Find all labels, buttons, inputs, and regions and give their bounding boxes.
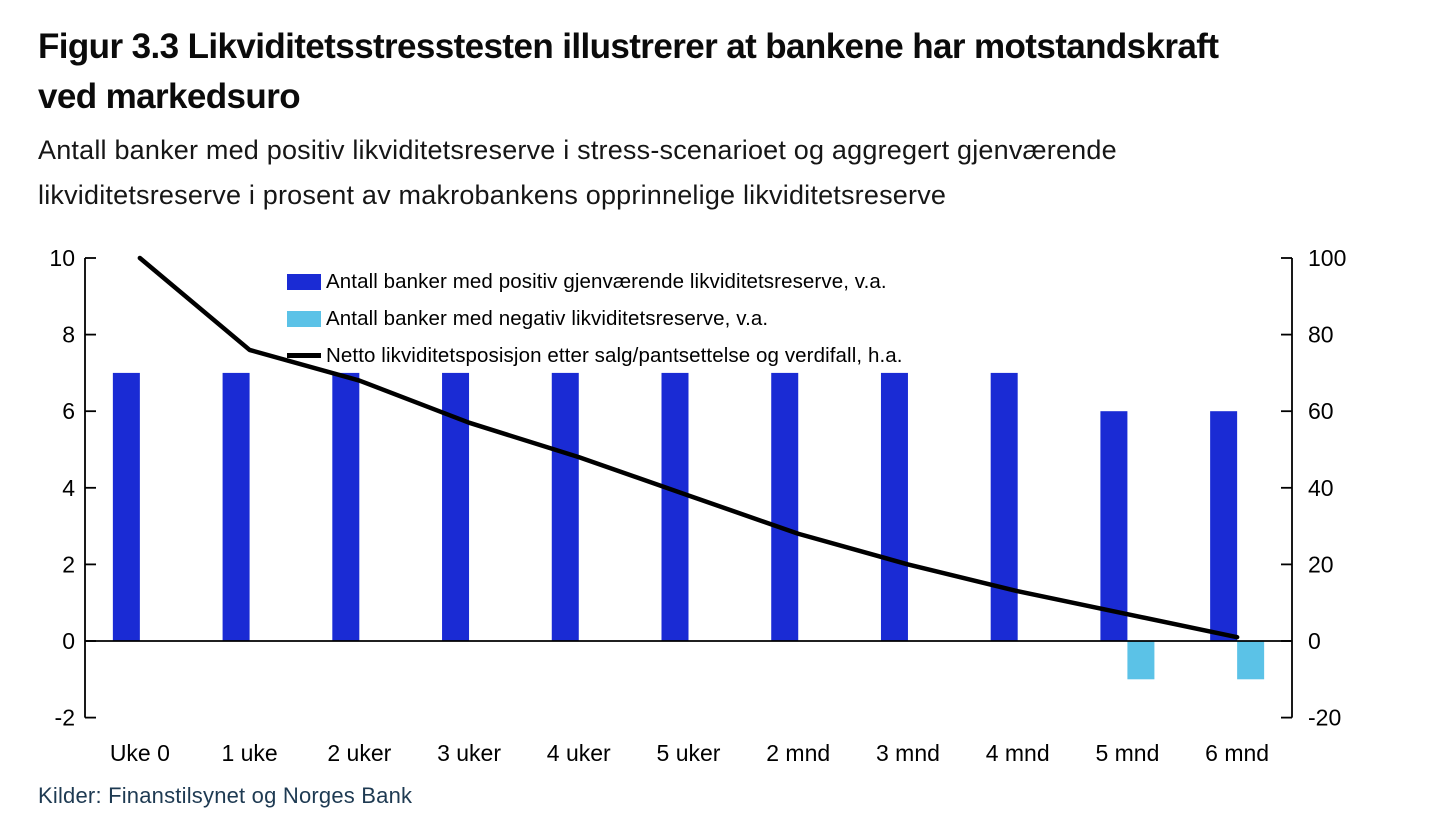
source-caption: Kilder: Finanstilsynet og Norges Bank	[38, 783, 413, 808]
legend-label-negative: Antall banker med negativ likviditetsres…	[326, 306, 769, 330]
left-axis-tick-label: 10	[49, 245, 75, 271]
right-axis-tick-label: 40	[1308, 475, 1334, 501]
right-axis-tick-label: -20	[1308, 705, 1341, 731]
positive-bar	[222, 372, 250, 641]
left-axis-tick-label: 6	[62, 398, 75, 424]
negative-bar	[1127, 641, 1155, 680]
right-axis-tick-label: 80	[1308, 322, 1334, 348]
left-axis-tick-label: 2	[62, 551, 75, 577]
x-axis-label: Uke 0	[110, 740, 170, 766]
figure-subtitle-line1: Antall banker med positiv likviditetsres…	[38, 135, 1117, 165]
right-axis-tick-label: 0	[1308, 628, 1321, 654]
positive-bar	[661, 372, 689, 641]
legend-label-line: Netto likviditetsposisjon etter salg/pan…	[326, 343, 903, 367]
positive-bar	[771, 372, 799, 641]
x-axis-label: 5 uker	[657, 740, 721, 766]
positive-bar	[112, 372, 140, 641]
right-axis-tick-label: 20	[1308, 551, 1334, 577]
legend-row-negative: Antall banker med negativ likviditetsres…	[287, 300, 903, 337]
x-axis-label: 3 uker	[437, 740, 501, 766]
left-axis-tick-label: 8	[62, 322, 75, 348]
figure-title-line2: ved markedsuro	[38, 77, 301, 116]
negative-bar	[1237, 641, 1265, 680]
legend-swatch-negative-bar	[287, 310, 321, 327]
x-axis-label: 2 mnd	[766, 740, 830, 766]
legend-row-positive: Antall banker med positiv gjenværende li…	[287, 263, 903, 300]
figure-header: Figur 3.3 Likviditetsstresstesten illust…	[38, 22, 1408, 218]
chart-legend: Antall banker med positiv gjenværende li…	[287, 263, 903, 374]
legend-swatch-line	[287, 353, 321, 358]
x-axis-label: 1 uke	[221, 740, 277, 766]
positive-bar	[1210, 411, 1238, 641]
net-liquidity-position-line	[137, 255, 1240, 640]
positive-bar	[990, 372, 1018, 641]
x-axis-label: 6 mnd	[1205, 740, 1269, 766]
left-axis-tick-label: 4	[62, 475, 75, 501]
positive-bar	[1100, 411, 1128, 641]
legend-swatch-positive-bar	[287, 273, 321, 290]
left-axis-tick-label: -2	[55, 705, 75, 731]
legend-label-positive: Antall banker med positiv gjenværende li…	[326, 269, 887, 293]
x-axis-label: 4 uker	[547, 740, 611, 766]
x-axis-label: 3 mnd	[876, 740, 940, 766]
positive-bar	[332, 372, 360, 641]
x-axis-label: 4 mnd	[986, 740, 1050, 766]
figure-subtitle: Antall banker med positiv likviditetsres…	[38, 128, 1408, 218]
positive-bar	[880, 372, 908, 641]
positive-bar	[551, 372, 579, 641]
right-axis-tick-label: 60	[1308, 398, 1334, 424]
right-axis-tick-label: 100	[1308, 245, 1346, 271]
left-axis-tick-label: 0	[62, 628, 75, 654]
figure-subtitle-line2: likviditetsreserve i prosent av makroban…	[38, 180, 947, 210]
figure-title-line1: Figur 3.3 Likviditetsstresstesten illust…	[38, 27, 1219, 66]
x-axis-label: 5 mnd	[1095, 740, 1159, 766]
x-axis-label: 2 uker	[327, 740, 391, 766]
legend-row-line: Netto likviditetsposisjon etter salg/pan…	[287, 337, 903, 374]
